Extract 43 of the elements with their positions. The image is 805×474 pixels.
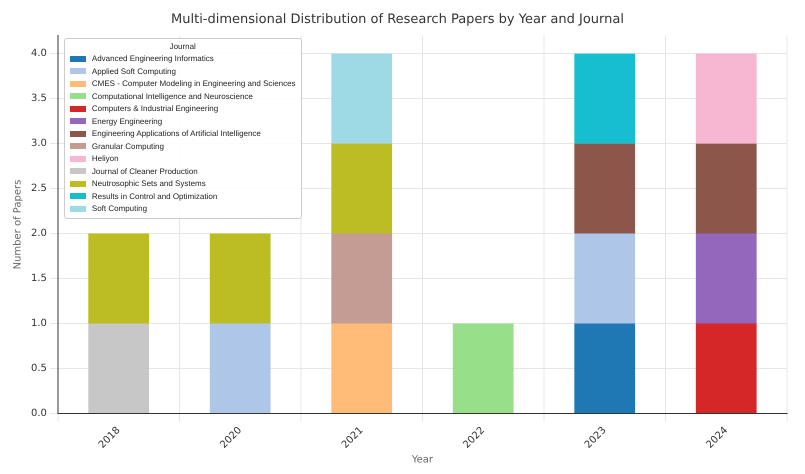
legend-label: Computers & Industrial Engineering xyxy=(92,104,218,114)
bar xyxy=(696,54,757,144)
y-tick-label: 3.5 xyxy=(30,93,47,104)
y-tick-label: 1.5 xyxy=(30,273,47,284)
legend-label: Engineering Applications of Artificial Intelligence xyxy=(92,129,261,138)
bar xyxy=(331,324,392,414)
bar xyxy=(452,324,514,414)
legend-label: Applied Soft Computing xyxy=(92,66,176,76)
chart-title: Multi-dimensional Distribution of Research Papers by Year and Journal xyxy=(171,12,624,28)
bar xyxy=(696,324,757,414)
bar xyxy=(331,54,392,144)
bar xyxy=(696,144,757,234)
y-tick-label: 4.0 xyxy=(30,48,47,60)
legend-label: Computational Intelligence and Neuroscience xyxy=(92,92,253,101)
y-axis-title: Number of Papers xyxy=(12,180,24,270)
bar xyxy=(574,144,636,234)
legend-label: Results in Control and Optimization xyxy=(92,192,218,201)
bar xyxy=(696,234,757,324)
y-tick-label: 3.0 xyxy=(30,138,47,150)
legend-title: Journal xyxy=(168,42,197,51)
y-tick-label: 2.5 xyxy=(30,183,47,194)
x-axis-title: Year xyxy=(410,454,434,466)
bar xyxy=(88,324,150,414)
y-tick-label: 2.0 xyxy=(30,228,47,240)
legend-label: Energy Engineering xyxy=(92,116,162,126)
bar xyxy=(331,234,392,324)
legend-label: Soft Computing xyxy=(92,204,148,214)
y-tick-label: 0.5 xyxy=(30,363,47,374)
legend-label: Advanced Engineering Informatics xyxy=(92,54,214,64)
bar xyxy=(574,324,636,414)
legend-label: Journal of Cleaner Production xyxy=(92,166,198,176)
legend-label: Granular Computing xyxy=(92,142,164,151)
bar xyxy=(574,54,636,144)
legend-label: Neutrosophic Sets and Systems xyxy=(92,179,206,188)
bar xyxy=(331,144,392,234)
bar xyxy=(574,234,636,324)
legend-label: CMES - Computer Modeling in Engineering and Sciences xyxy=(92,79,296,88)
bar xyxy=(210,234,271,324)
bar xyxy=(88,234,150,324)
y-tick-label: 1.0 xyxy=(30,318,47,330)
legend-label: Heliyon xyxy=(92,154,119,164)
bar xyxy=(210,324,271,414)
y-tick-label: 0.0 xyxy=(30,408,47,420)
